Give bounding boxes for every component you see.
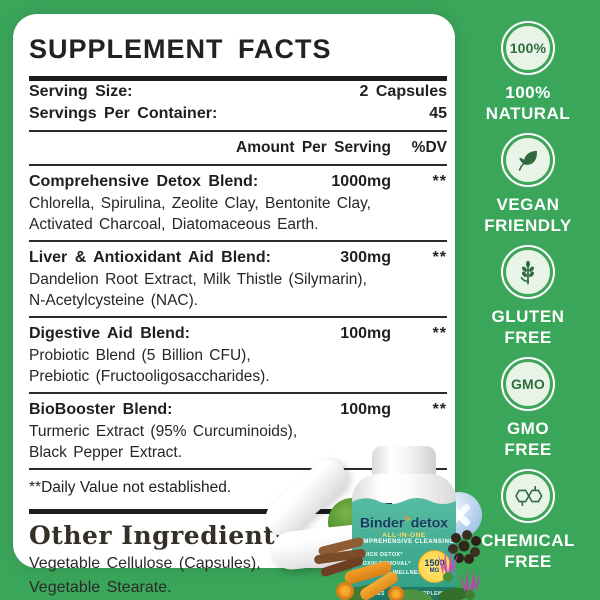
blend-amount: 300mg [340,249,391,266]
label-subtitle: ALL-IN-ONE [382,531,426,539]
badge-gluten-free: GLUTEN FREE [492,245,565,348]
turmeric-slice-image [336,582,354,600]
blend-ingredients-line: N-Acetylcysteine (NAC). [29,292,199,309]
badge-100-natural: 100% 100% NATURAL [486,21,570,124]
blend-name: Liver & Antioxidant Aid Blend: [29,249,271,266]
gmo-badge-icon: GMO [501,357,555,411]
blend-section-biobooster: BioBooster Blend: 100mg ** Turmeric Extr… [29,399,447,470]
blend-dv: ** [432,401,447,418]
serving-size-label: Serving Size: [29,83,133,100]
blend-ingredients-line: Prebiotic (Fructooligosaccharides). [29,368,270,385]
blend-ingredients-line: Turmeric Extract (95% Curcuminoids), [29,423,298,440]
molecule-icon [501,469,555,523]
blend-dv: ** [432,249,447,266]
column-header-row: Amount Per Serving %DV [29,137,447,159]
panel-title: SUPPLEMENT FACTS [29,34,332,64]
milk-thistle-image [450,564,490,600]
badge-label: GLUTEN FREE [491,307,565,347]
badge-chemical-free: CHEMICAL FREE [481,469,575,572]
servings-label: Servings Per Container: [29,105,218,122]
badge-circle-text: 100% [509,40,547,56]
blend-name: BioBooster Blend: [29,401,173,418]
blend-section-detox: Comprehensive Detox Blend: 1000mg ** Chl… [29,171,447,242]
divider-thin [29,468,447,470]
blend-name: Digestive Aid Blend: [29,325,190,342]
other-ingredients-line: Vegetable Cellulose (Capsules), [29,555,261,572]
divider-thick [29,76,447,81]
divider-thin [29,316,447,318]
serving-size-row: Serving Size: 2 Capsules [29,81,447,103]
label-subtitle: COMPREHENSIVE CLEANSING [353,538,455,545]
feature-badges-column: 100% 100% NATURAL VEGAN FRIENDLY [456,0,600,600]
badge-label: VEGAN FRIENDLY [484,195,572,235]
serving-size-value: 2 Capsules [359,83,447,100]
other-ingredients-title: Other Ingredients: [29,521,300,550]
daily-value-footnote: **Daily Value not established. [29,479,232,496]
amount-per-serving-header: Amount Per Serving [236,139,391,156]
badge-circle-text: GMO [510,376,546,392]
milk-thistle-image [430,546,466,587]
divider-thick [29,509,447,514]
blend-dv: ** [432,173,447,190]
divider-thin [29,130,447,132]
badge-vegan-friendly: VEGAN FRIENDLY [484,133,571,236]
blend-amount: 100mg [340,401,391,418]
100-percent-badge-icon: 100% [501,21,555,75]
servings-value: 45 [429,105,447,122]
blend-ingredients-line: Probiotic Blend (5 Billion CFU), [29,347,251,364]
blend-section-liver: Liver & Antioxidant Aid Blend: 300mg ** … [29,247,447,318]
supplement-facts-panel: SUPPLEMENT FACTS Serving Size: 2 Capsule… [13,14,455,596]
other-ingredients-line: Vegetable Stearate. [29,579,172,596]
servings-per-container-row: Servings Per Container: 45 [29,103,447,125]
blend-dv: ** [432,325,447,342]
peppercorns-image [444,526,486,573]
divider-thin [29,240,447,242]
blend-amount: 100mg [340,325,391,342]
blend-ingredients-line: Dandelion Root Extract, Milk Thistle (Si… [29,271,367,288]
divider-thin [29,392,447,394]
blend-name: Comprehensive Detox Blend: [29,173,259,190]
leaf-icon [500,133,555,187]
turmeric-slice-image [388,586,404,600]
divider-thin [29,164,447,166]
badge-gmo-free: GMO GMO FREE [501,357,555,460]
blend-section-digestive: Digestive Aid Blend: 100mg ** Probiotic … [29,323,447,394]
badge-label: GMO FREE [504,419,552,459]
blend-ingredients-line: Black Pepper Extract. [29,444,183,461]
blend-ingredients-line: Chlorella, Spirulina, Zeolite Clay, Bent… [29,195,371,212]
badge-label: 100% NATURAL [485,83,571,123]
blend-amount: 1000mg [331,173,391,190]
wheat-icon [500,245,555,299]
blend-ingredients-line: Activated Charcoal, Diatomaceous Earth. [29,216,319,233]
badge-label: CHEMICAL FREE [481,531,575,571]
dv-header: %DV [411,139,447,156]
product-name: Binder+detox [359,513,449,531]
